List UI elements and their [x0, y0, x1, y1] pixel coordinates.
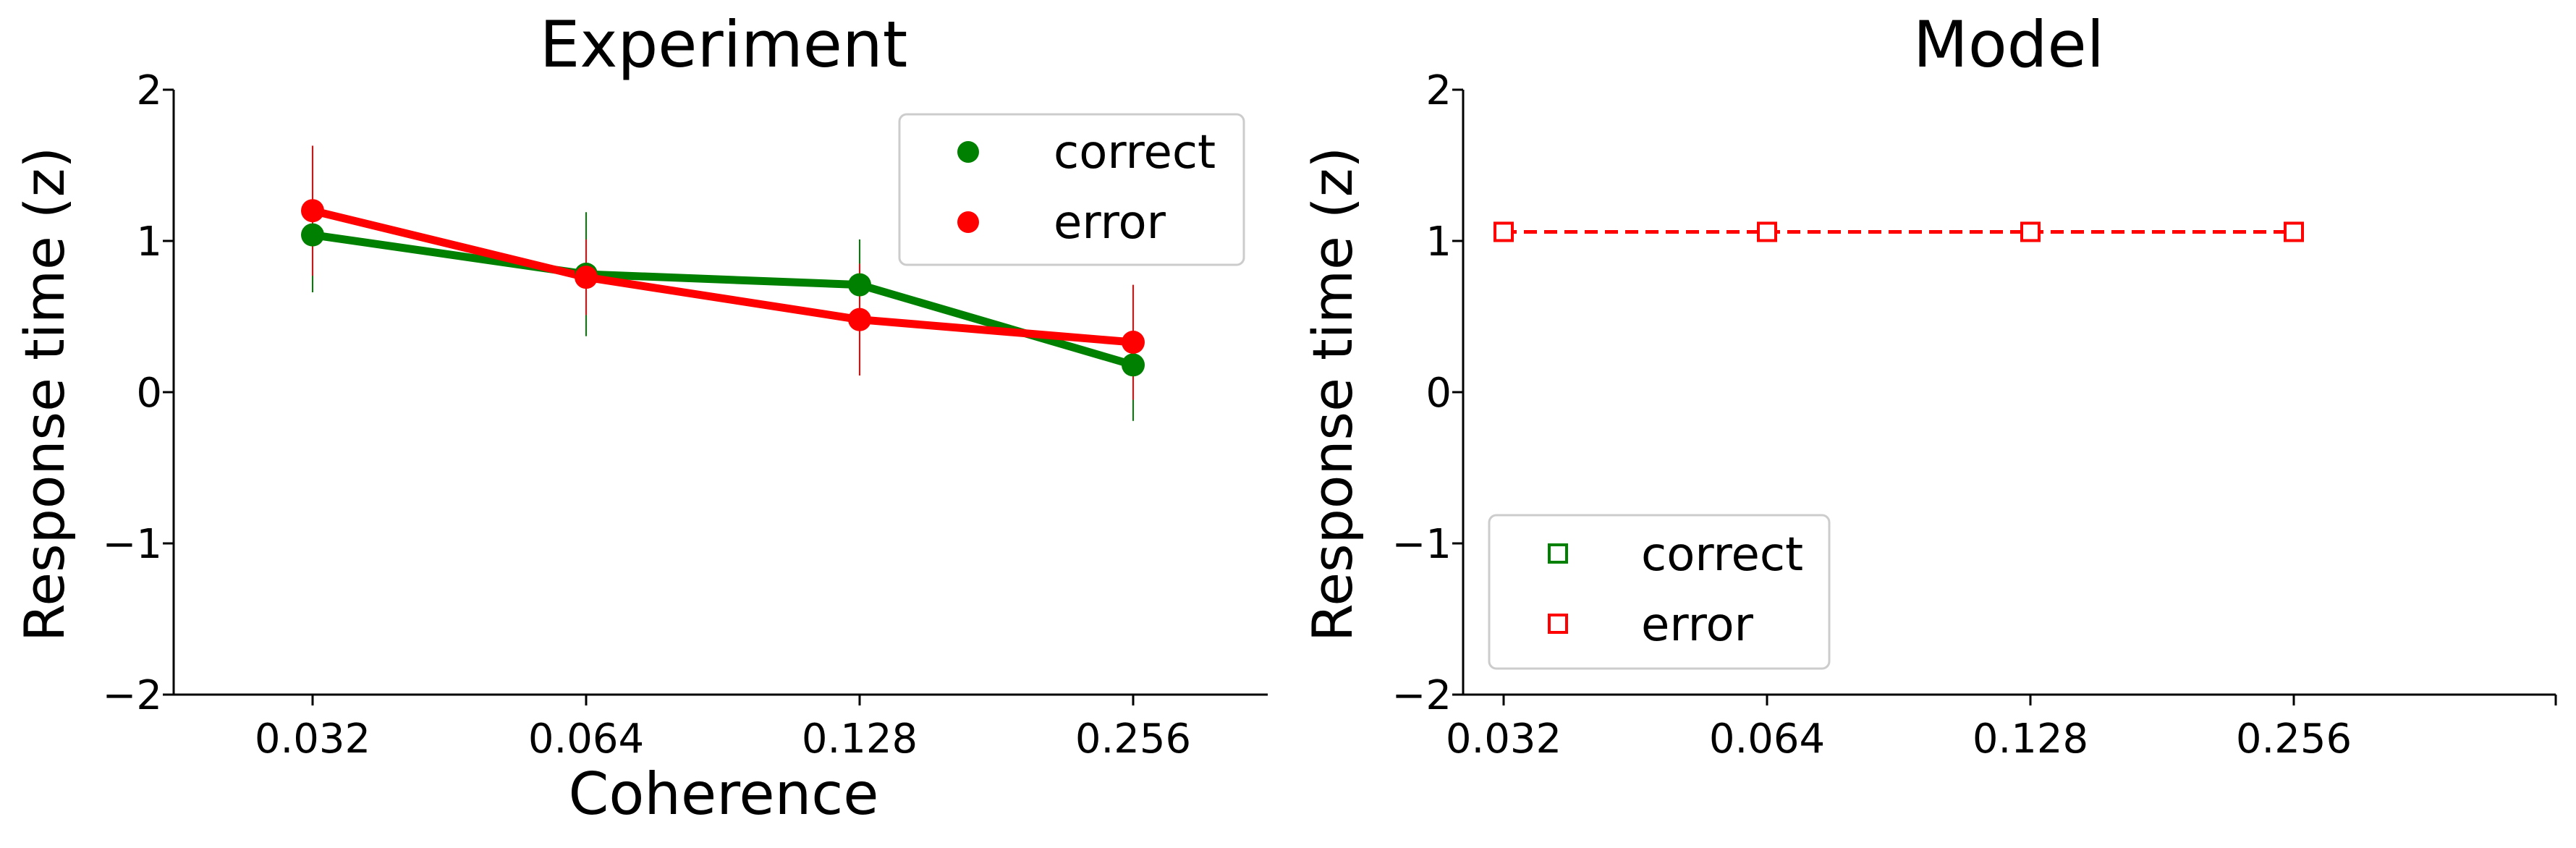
model-error-point	[2284, 221, 2304, 242]
experiment-error-point	[575, 266, 598, 289]
experiment-x-axis-label: Coherence	[569, 760, 879, 828]
experiment-error-point	[301, 199, 324, 223]
experiment-legend-error-label: error	[1054, 196, 1166, 250]
experiment-legend: correct error	[898, 113, 1245, 266]
experiment-x-tick-label: 0.064	[528, 716, 644, 763]
experiment-panel: Experiment Response time (z) Coherence 2…	[12, 7, 1268, 828]
experiment-x-tick-label: 0.032	[255, 716, 370, 763]
model-x-tick-label: 0.064	[1709, 716, 1825, 763]
experiment-error-point	[848, 308, 871, 331]
experiment-correct-line	[308, 231, 1137, 369]
model-panel: Model Response time (z) 2 1 0 −1 −2 0.032 0.0…	[1300, 7, 2557, 763]
experiment-y-tick-label: 1	[136, 219, 162, 266]
experiment-y-tick-label: 0	[136, 370, 162, 417]
model-y-tick-label: −1	[1391, 521, 1452, 568]
experiment-correct-point	[848, 273, 871, 297]
model-legend-box	[1488, 514, 1831, 670]
model-x-tick-label: 0.128	[1973, 716, 2088, 763]
experiment-legend-correct-label: correct	[1054, 126, 1216, 179]
experiment-legend-error-marker	[957, 211, 979, 233]
model-error-point	[2020, 221, 2041, 242]
model-x-tick-label: 0.256	[2236, 716, 2352, 763]
model-legend-correct-marker	[1548, 543, 1568, 564]
experiment-correct-point	[301, 223, 324, 247]
model-error-point	[1494, 221, 1514, 242]
experiment-legend-box	[898, 113, 1245, 266]
model-y-axis-label: Response time (z)	[1300, 147, 1365, 642]
experiment-legend-correct-marker	[957, 141, 979, 163]
experiment-error-line	[308, 206, 1137, 347]
model-y-tick-label: 2	[1425, 67, 1452, 114]
model-x-tick-label: 0.032	[1446, 716, 1562, 763]
model-legend-error-marker	[1548, 614, 1568, 634]
model-error-point	[1757, 221, 1777, 242]
experiment-x-tick-label: 0.128	[802, 716, 918, 763]
model-y-tick-label: 1	[1425, 219, 1452, 266]
experiment-y-tick-label: −2	[102, 672, 162, 719]
model-legend-error-label: error	[1641, 598, 1754, 652]
experiment-y-tick-label: −1	[102, 521, 162, 568]
experiment-title: Experiment	[540, 7, 907, 82]
experiment-x-tick-label: 0.256	[1075, 716, 1191, 763]
experiment-correct-point	[1122, 353, 1145, 377]
model-legend-correct-label: correct	[1641, 528, 1803, 582]
model-y-tick-label: −2	[1391, 672, 1452, 719]
experiment-error-point	[1122, 331, 1145, 355]
model-y-tick-label: 0	[1425, 370, 1452, 417]
experiment-y-tick-label: 2	[136, 67, 162, 114]
model-title: Model	[1913, 7, 2104, 82]
experiment-y-axis-label: Response time (z)	[12, 147, 77, 642]
model-legend: correct error	[1488, 514, 1831, 670]
